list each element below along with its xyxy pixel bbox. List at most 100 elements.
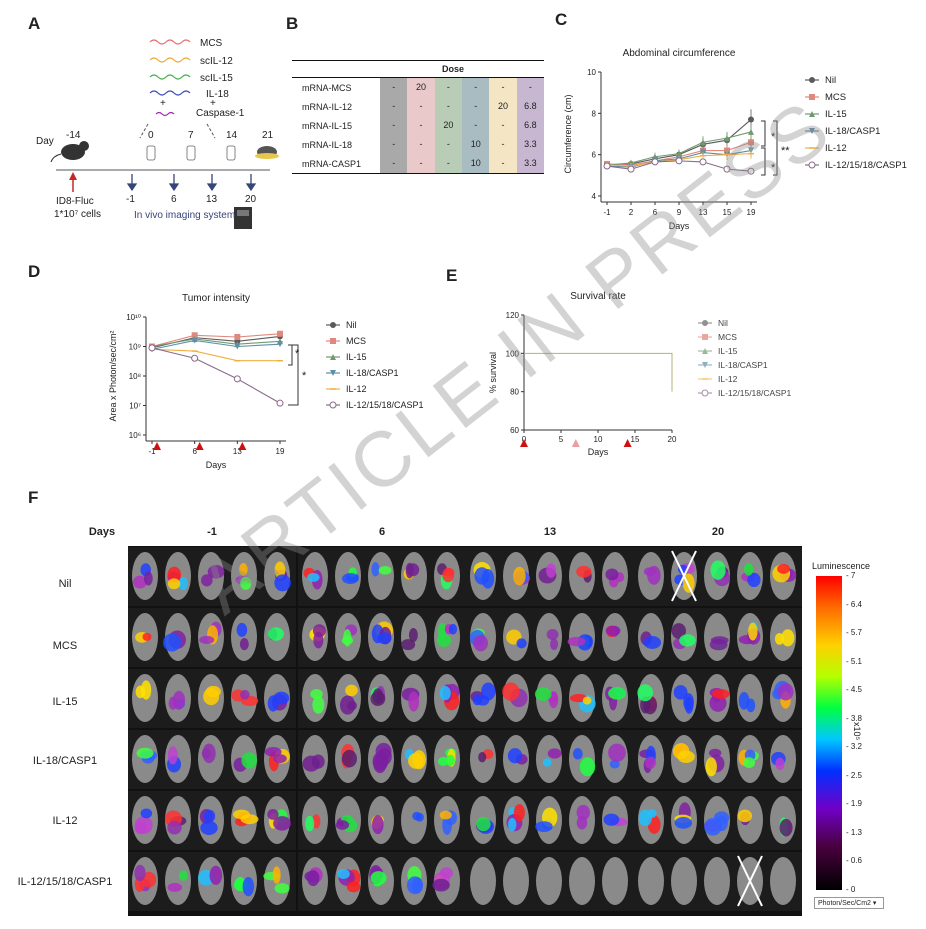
legend-entry: IL-18/CASP1: [825, 126, 880, 137]
data-point: [627, 165, 635, 173]
imaging-tile: [298, 669, 466, 728]
signal-spot: [241, 752, 258, 769]
signal-spot: [371, 562, 380, 577]
day-14: 14: [226, 130, 238, 141]
legend-marker: [702, 320, 708, 326]
col-day-13: 13: [543, 526, 557, 538]
signal-spot: [779, 819, 793, 837]
legend-marker: [808, 161, 816, 169]
x-tick-label: 2: [629, 208, 634, 217]
unit-select[interactable]: Photon/Sec/Cm2 ▾: [814, 897, 884, 909]
legend-marker: [330, 338, 336, 344]
y-tick-label: 120: [506, 311, 520, 320]
signal-spot: [643, 567, 656, 576]
legend-marker: [809, 77, 815, 83]
y-tick-label: 10⁹: [129, 343, 141, 352]
bracket: [761, 147, 766, 176]
imaging-tile: [634, 730, 802, 789]
dose-cell: -: [489, 154, 517, 173]
signal-spot: [140, 808, 153, 819]
chevron-down-icon: ▾: [872, 900, 877, 907]
y-tick-label: 4: [592, 192, 597, 201]
dose-row-name: mRNA-IL-15: [302, 120, 353, 131]
mouse-body: [602, 613, 628, 661]
signal-spot: [172, 690, 186, 710]
signal-spot: [567, 636, 586, 647]
dose-cell: -: [489, 116, 517, 135]
x-tick-label: -1: [603, 208, 611, 217]
signal-spot: [513, 804, 525, 822]
signal-spot: [207, 564, 225, 579]
signal-spot: [140, 680, 152, 700]
significance-brackets: **: [288, 344, 307, 406]
bracket: [761, 120, 766, 147]
colorbar-tick-label: - 7: [846, 571, 856, 580]
signal-spot: [546, 563, 557, 578]
dose-row-name: mRNA-MCS: [302, 82, 352, 93]
signal-spot: [513, 566, 526, 586]
day-6: 6: [171, 194, 177, 205]
signal-spot: [415, 812, 424, 822]
x-tick-label: 0: [522, 435, 527, 444]
mouse-end-icon: [255, 146, 279, 159]
signal-spot: [448, 623, 458, 635]
signal-spot: [746, 698, 756, 713]
plot-area: [143, 316, 286, 444]
colorbar-tick-label: - 2.5: [846, 770, 863, 780]
construct-il15: scIL-15: [200, 73, 233, 84]
bracket: [773, 120, 778, 176]
signal-spot: [474, 567, 490, 585]
y-tick-label: 10: [587, 68, 596, 77]
legend-entry: IL-15: [718, 346, 738, 356]
signal-spot: [337, 868, 350, 880]
signal-spot: [313, 631, 324, 649]
colorbar-tick-label: - 5.1: [846, 656, 863, 666]
legend-entry: IL-12: [825, 143, 847, 154]
signal-spot: [272, 866, 281, 884]
data-point: [651, 158, 659, 166]
colorbar-tick-label: - 0.6: [846, 856, 863, 866]
chart-title: Survival rate: [570, 291, 626, 302]
x-tick-label: 6: [192, 447, 197, 456]
signal-spot: [542, 758, 552, 767]
mouse-body: [638, 857, 664, 905]
signal-spot: [264, 747, 282, 757]
x-tick-label: -1: [148, 447, 156, 456]
dose-cell: -: [380, 154, 408, 173]
significance-star: *: [302, 370, 307, 382]
imaging-tile: [298, 791, 466, 850]
data-point: [747, 167, 755, 175]
mouse-body: [503, 857, 529, 905]
signal-spot: [439, 867, 453, 879]
mouse-body: [536, 857, 562, 905]
legend-marker: [809, 128, 815, 134]
dose-header: Dose: [442, 64, 465, 74]
imaging-grid: [128, 546, 802, 916]
signal-spot: [167, 820, 182, 835]
plot-area: [521, 314, 673, 433]
significance-star: *: [771, 162, 776, 174]
dose-row-name: mRNA-CASP1: [302, 158, 362, 169]
signal-spot: [644, 756, 656, 769]
dose-cell: 10: [462, 154, 490, 173]
mouse-body: [569, 857, 595, 905]
legend-marker: [330, 322, 336, 328]
imaging-tile: [466, 608, 634, 667]
signal-spot: [377, 632, 392, 645]
signal-spot: [302, 755, 320, 772]
x-tick-label: 13: [233, 447, 242, 456]
data-point: [234, 343, 241, 350]
signal-spot: [550, 638, 559, 651]
chart-tumor-intensity: Tumor intensity 10⁶ 10⁷ 10⁸ 10⁹ 10¹⁰ -1 6 13 19 Da…: [108, 293, 424, 470]
construct-plus-2: +: [210, 98, 216, 109]
signal-spot: [674, 817, 693, 829]
signal-spot: [240, 689, 250, 700]
bracket: [288, 344, 299, 406]
dose-cell: -: [434, 97, 463, 116]
row-label-il18-casp1: IL-18/CASP1: [32, 755, 98, 767]
signal-spot: [576, 804, 590, 821]
colorbar-title: Luminescence: [812, 561, 871, 571]
dose-cell: -: [462, 78, 490, 97]
mouse-body: [704, 857, 730, 905]
day-m1: -1: [126, 194, 135, 205]
